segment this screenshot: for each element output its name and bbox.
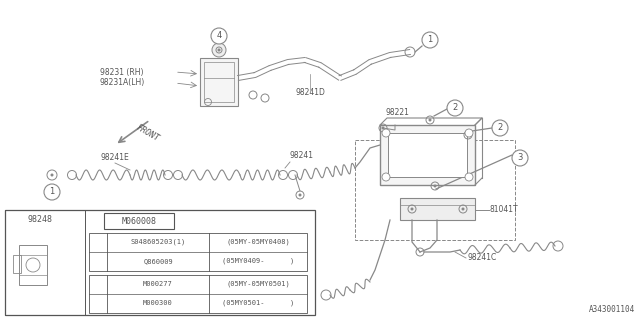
Text: 2: 2 — [91, 215, 95, 225]
Bar — [5, 210, 85, 315]
Text: 98241E: 98241E — [100, 153, 129, 162]
Bar — [89, 275, 307, 313]
Text: 98231 (RH): 98231 (RH) — [100, 68, 143, 76]
Circle shape — [382, 173, 390, 181]
Circle shape — [422, 32, 438, 48]
Text: 1: 1 — [49, 188, 54, 196]
Text: (05MY0501-      ): (05MY0501- ) — [222, 300, 294, 306]
Circle shape — [429, 118, 431, 122]
Text: 81041T: 81041T — [490, 205, 518, 214]
Text: 98241D: 98241D — [295, 88, 325, 97]
Bar — [400, 198, 475, 220]
Bar — [380, 125, 475, 185]
Text: (05MY-05MY0408): (05MY-05MY0408) — [226, 239, 290, 245]
Circle shape — [91, 236, 105, 250]
Text: (05MY-05MY0501): (05MY-05MY0501) — [226, 281, 290, 287]
Text: M000277: M000277 — [143, 281, 173, 287]
Circle shape — [51, 173, 54, 177]
Bar — [5, 210, 315, 315]
Bar — [13, 255, 21, 273]
Text: 98231A(LH): 98231A(LH) — [100, 78, 145, 87]
Circle shape — [492, 120, 508, 136]
Circle shape — [447, 100, 463, 116]
Circle shape — [410, 207, 413, 211]
Circle shape — [38, 285, 40, 289]
Text: 3: 3 — [95, 238, 100, 247]
Circle shape — [8, 213, 22, 227]
Circle shape — [467, 133, 470, 137]
Text: 98221: 98221 — [385, 108, 409, 117]
Text: 4: 4 — [216, 31, 221, 41]
Text: 98241: 98241 — [290, 151, 314, 160]
Text: 2: 2 — [497, 124, 502, 132]
Bar — [388, 133, 467, 177]
Text: 3: 3 — [517, 154, 523, 163]
Bar — [19, 245, 47, 285]
Circle shape — [211, 28, 227, 44]
Circle shape — [512, 150, 528, 166]
Circle shape — [381, 126, 385, 130]
Bar — [89, 233, 307, 271]
Text: 98241C: 98241C — [468, 253, 497, 262]
Circle shape — [44, 184, 60, 200]
Text: M060008: M060008 — [122, 217, 157, 226]
Text: Q860009: Q860009 — [143, 258, 173, 264]
Bar — [204, 62, 234, 102]
Text: 1: 1 — [13, 215, 17, 225]
Bar — [355, 140, 515, 240]
Circle shape — [91, 278, 105, 292]
Text: FRONT: FRONT — [135, 123, 161, 143]
Text: M000300: M000300 — [143, 300, 173, 306]
Text: 2: 2 — [452, 103, 458, 113]
Circle shape — [298, 194, 301, 196]
Text: 4: 4 — [95, 281, 100, 290]
Text: 1: 1 — [428, 36, 433, 44]
Text: (05MY0409-      ): (05MY0409- ) — [222, 258, 294, 264]
Circle shape — [382, 129, 390, 137]
Circle shape — [461, 207, 465, 211]
Circle shape — [212, 43, 226, 57]
Text: A343001104: A343001104 — [589, 305, 635, 314]
Bar — [200, 58, 238, 106]
Circle shape — [86, 213, 100, 227]
Bar — [104, 213, 174, 229]
Circle shape — [433, 185, 436, 188]
Circle shape — [465, 129, 473, 137]
Circle shape — [218, 49, 221, 52]
Circle shape — [465, 173, 473, 181]
Text: S048605203(1): S048605203(1) — [131, 239, 186, 245]
Text: 98248: 98248 — [27, 215, 52, 225]
